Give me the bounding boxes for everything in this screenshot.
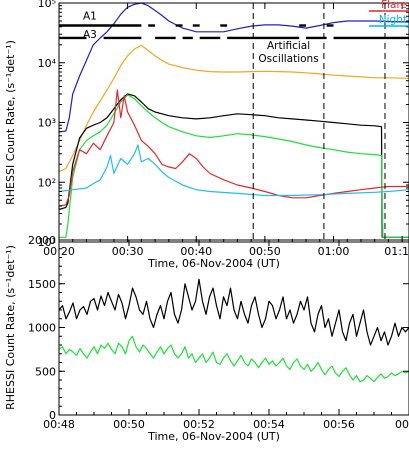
top-y-axis-label: RHESSI Count Rate, (s⁻¹det⁻¹) xyxy=(4,40,17,205)
attenuator-label: A1 xyxy=(83,10,97,22)
attenuator-label: A3 xyxy=(83,29,97,41)
bottom-y-tick-label: 0 xyxy=(49,409,56,422)
legend-label-night: Night xyxy=(379,14,407,26)
top-series-line-4 xyxy=(58,89,409,207)
top-y-tick-label: 10¹ xyxy=(38,236,56,249)
artificial-oscillations-annotation: Oscillations xyxy=(258,53,318,65)
top-x-tick-label: 00:40 xyxy=(180,245,212,258)
top-series-line-1 xyxy=(58,44,409,173)
top-x-tick-label: 01:00 xyxy=(318,245,350,258)
bottom-y-tick-label: 2000 xyxy=(28,234,56,247)
artificial-oscillations-annotation: Artificial xyxy=(267,40,310,52)
bottom-x-axis-label: Time, 06-Nov-2004 (UT) xyxy=(147,430,280,443)
legend-label-flare: Flare xyxy=(381,0,407,11)
bottom-series-line-0 xyxy=(58,278,409,346)
bottom-x-tick-label: 00:54 xyxy=(253,418,285,431)
bottom-x-tick-label: 00:52 xyxy=(183,418,215,431)
bottom-y-tick-label: 500 xyxy=(35,365,56,378)
top-y-tick-label: 10² xyxy=(38,176,56,189)
bottom-chart-panel: 00:48 00:50 00:52 00:54 00:56 000500100015002… xyxy=(4,234,409,443)
top-series-line-2 xyxy=(58,93,409,238)
bottom-y-tick-label: 1500 xyxy=(28,278,56,291)
top-series-line-5 xyxy=(58,144,409,197)
top-chart-panel: 00:20 00:30 00:40 00:50 01:00 01:110¹10²10³10… xyxy=(4,0,409,270)
bottom-y-axis-label: RHESSI Count Rate, (s⁻¹det⁻¹) xyxy=(4,245,17,410)
top-x-tick-label: 00:30 xyxy=(112,245,144,258)
bottom-series-line-1 xyxy=(58,335,409,383)
top-y-tick-label: 10⁵ xyxy=(38,0,56,10)
top-y-tick-label: 10³ xyxy=(38,117,56,130)
top-y-tick-label: 10⁴ xyxy=(38,57,57,70)
bottom-y-tick-label: 1000 xyxy=(28,322,56,335)
bottom-x-tick-label: 00 xyxy=(395,418,409,431)
bottom-x-tick-label: 00:50 xyxy=(113,418,145,431)
top-x-axis-label: Time, 06-Nov-2004 (UT) xyxy=(147,257,280,270)
bottom-x-tick-label: 00:56 xyxy=(323,418,355,431)
top-x-tick-label: 01:1 xyxy=(384,245,409,258)
top-x-tick-label: 00:50 xyxy=(249,245,281,258)
bottom-x-tick-label: 00:48 xyxy=(43,418,75,431)
top-series-line-3 xyxy=(59,94,409,238)
